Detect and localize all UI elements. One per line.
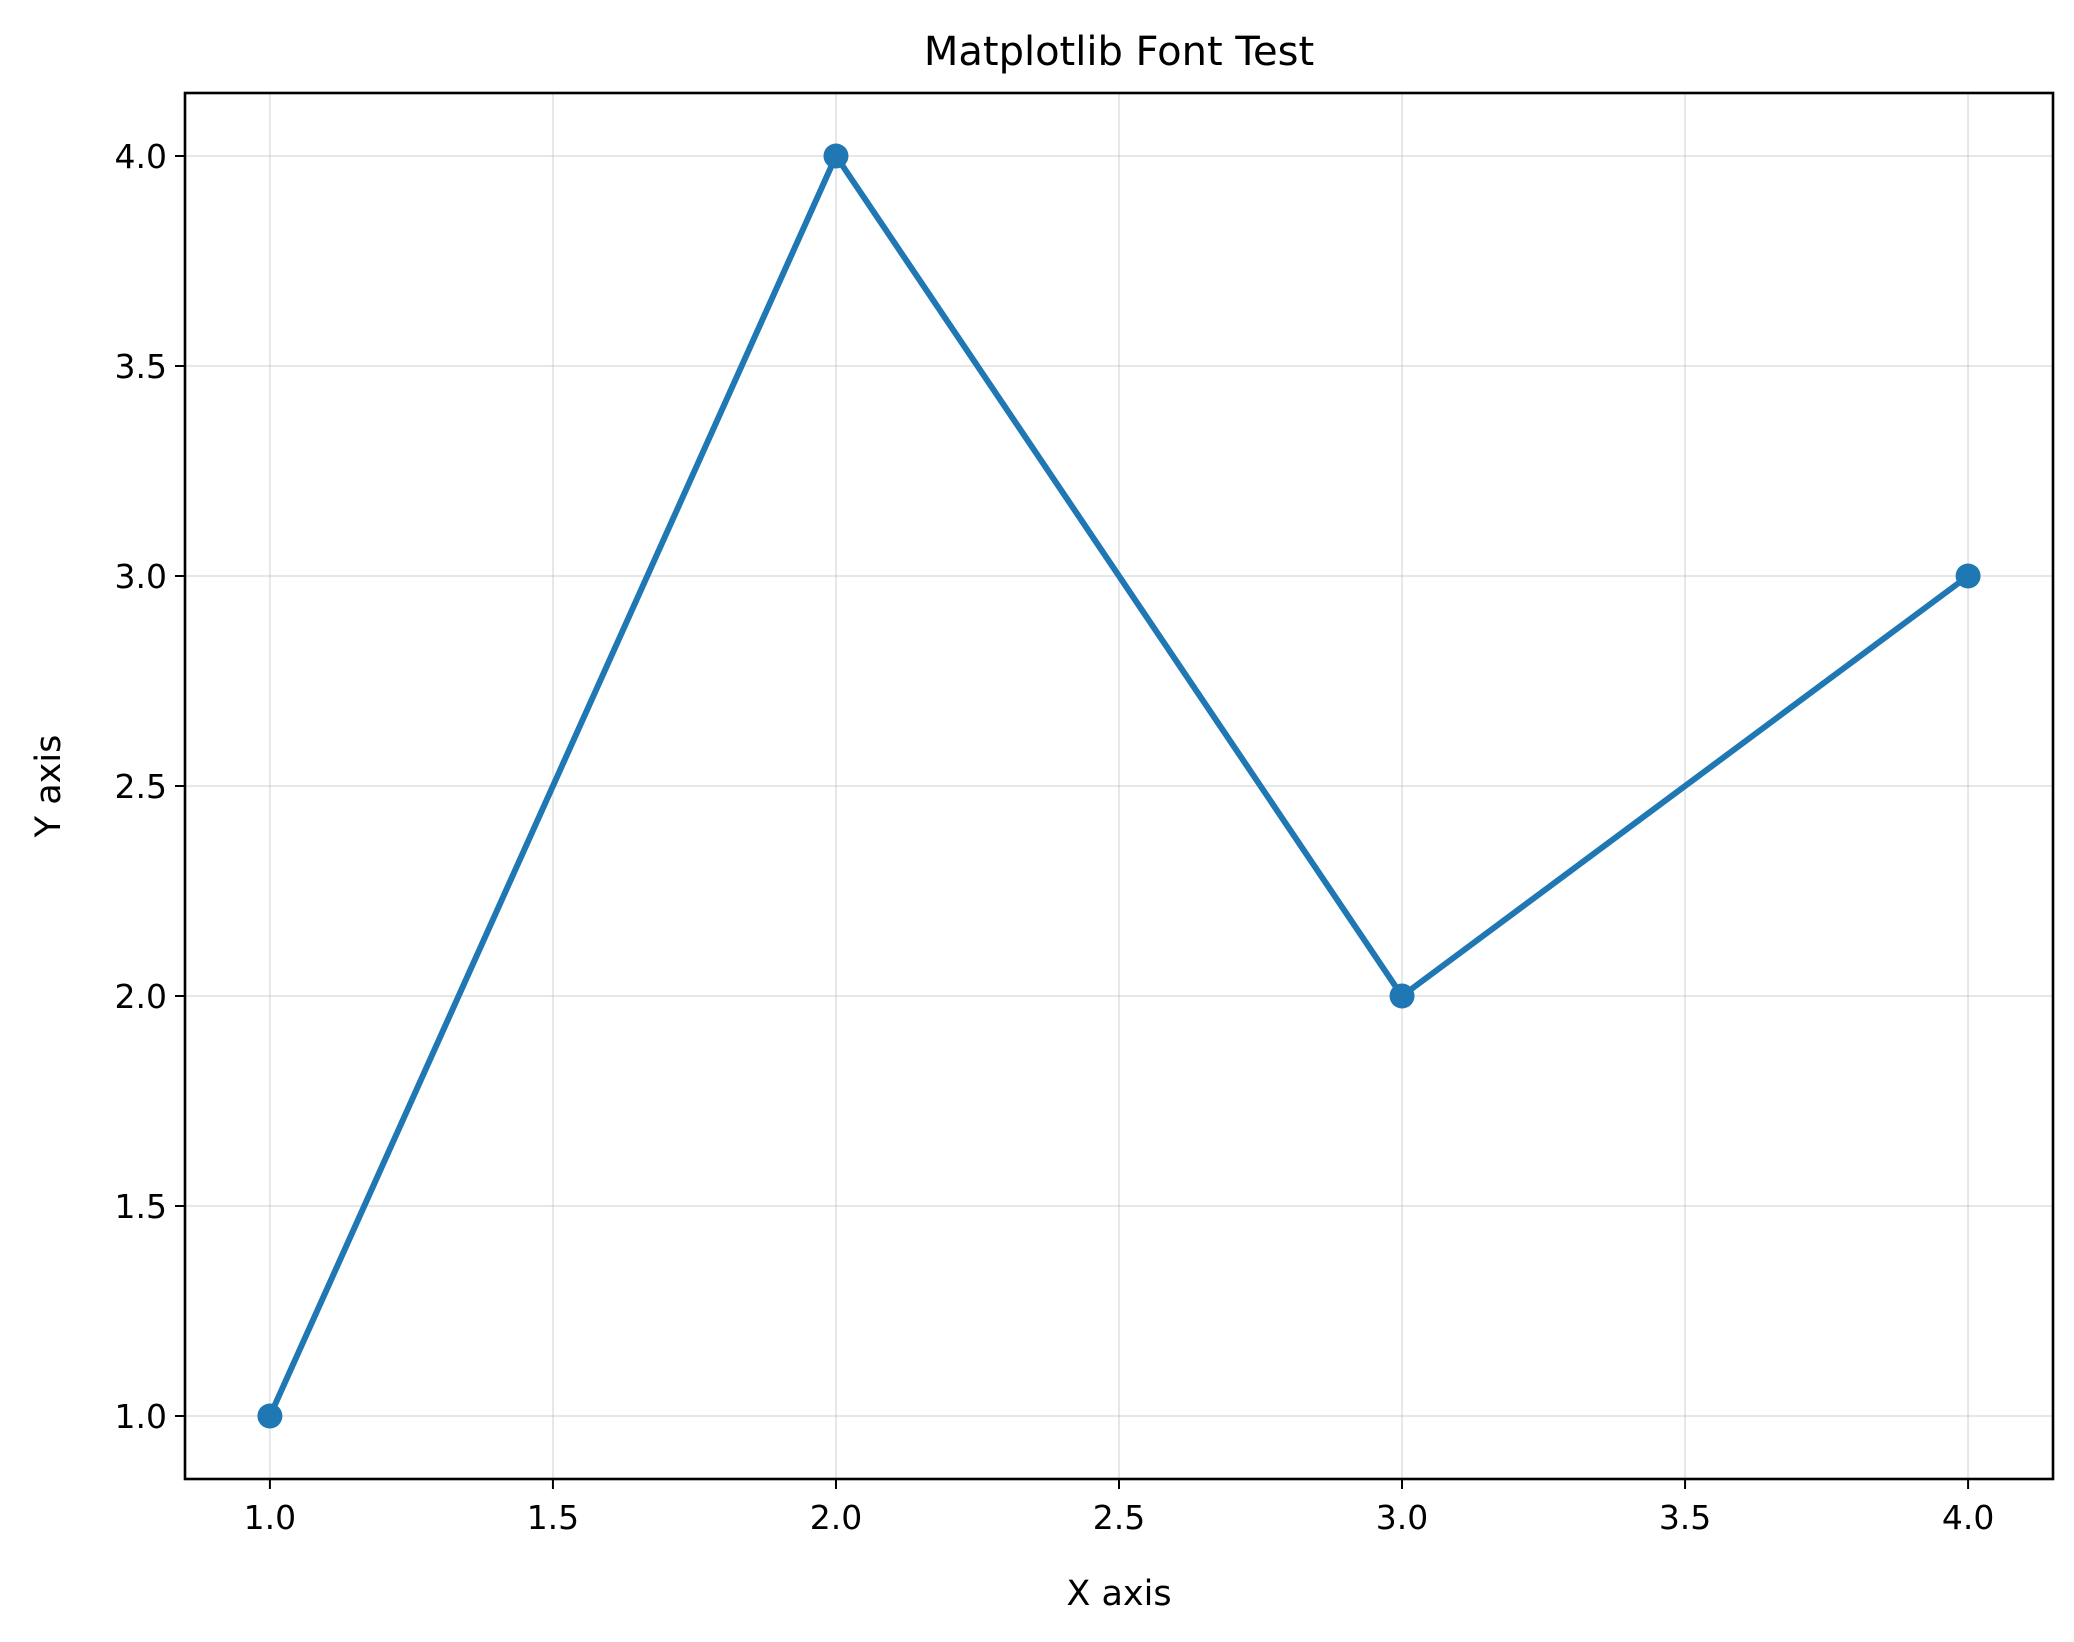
data-point-marker	[1389, 983, 1415, 1009]
tick-layer: 1.0 1.5 2.0 2.5 3.0 3.5 4.0 1.0 1.5 2.0 2.5 3.0 3.5 4…	[115, 137, 1995, 1537]
y-tick-label: 1.0	[115, 1397, 167, 1436]
series-line	[266, 153, 1972, 1419]
y-tick-label: 4.0	[115, 137, 167, 176]
chart-title: Matplotlib Font Test	[924, 29, 1314, 75]
series-layer	[257, 143, 1981, 1429]
data-point-marker	[1955, 563, 1981, 589]
y-tick-label: 2.5	[115, 767, 167, 806]
x-tick-label: 3.5	[1659, 1498, 1711, 1537]
x-axis-label: X axis	[1066, 1574, 1171, 1614]
grid-layer	[185, 93, 2053, 1479]
y-tick-label: 3.0	[115, 557, 167, 596]
y-tick-label: 3.5	[115, 347, 167, 386]
data-point-marker	[257, 1403, 283, 1429]
y-tick-label: 1.5	[115, 1187, 167, 1226]
x-tick-label: 1.5	[527, 1498, 579, 1537]
x-tick-label: 3.0	[1376, 1498, 1428, 1537]
x-tick-label: 4.0	[1942, 1498, 1994, 1537]
y-axis-label: Y axis	[29, 735, 69, 839]
x-tick-label: 2.5	[1093, 1498, 1145, 1537]
x-tick-label: 1.0	[244, 1498, 296, 1537]
data-point-marker	[823, 143, 849, 169]
x-tick-label: 2.0	[810, 1498, 862, 1537]
y-tick-label: 2.0	[115, 977, 167, 1016]
